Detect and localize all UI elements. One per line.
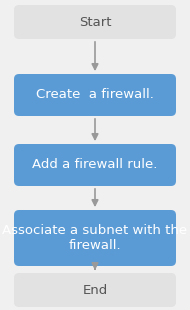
FancyBboxPatch shape	[14, 210, 176, 266]
FancyBboxPatch shape	[14, 74, 176, 116]
Text: Start: Start	[79, 16, 111, 29]
Text: Create  a firewall.: Create a firewall.	[36, 88, 154, 101]
FancyBboxPatch shape	[14, 273, 176, 307]
FancyBboxPatch shape	[14, 5, 176, 39]
Text: Add a firewall rule.: Add a firewall rule.	[32, 158, 158, 171]
Text: Associate a subnet with the
firewall.: Associate a subnet with the firewall.	[2, 224, 188, 252]
Text: End: End	[82, 284, 108, 296]
FancyBboxPatch shape	[14, 144, 176, 186]
